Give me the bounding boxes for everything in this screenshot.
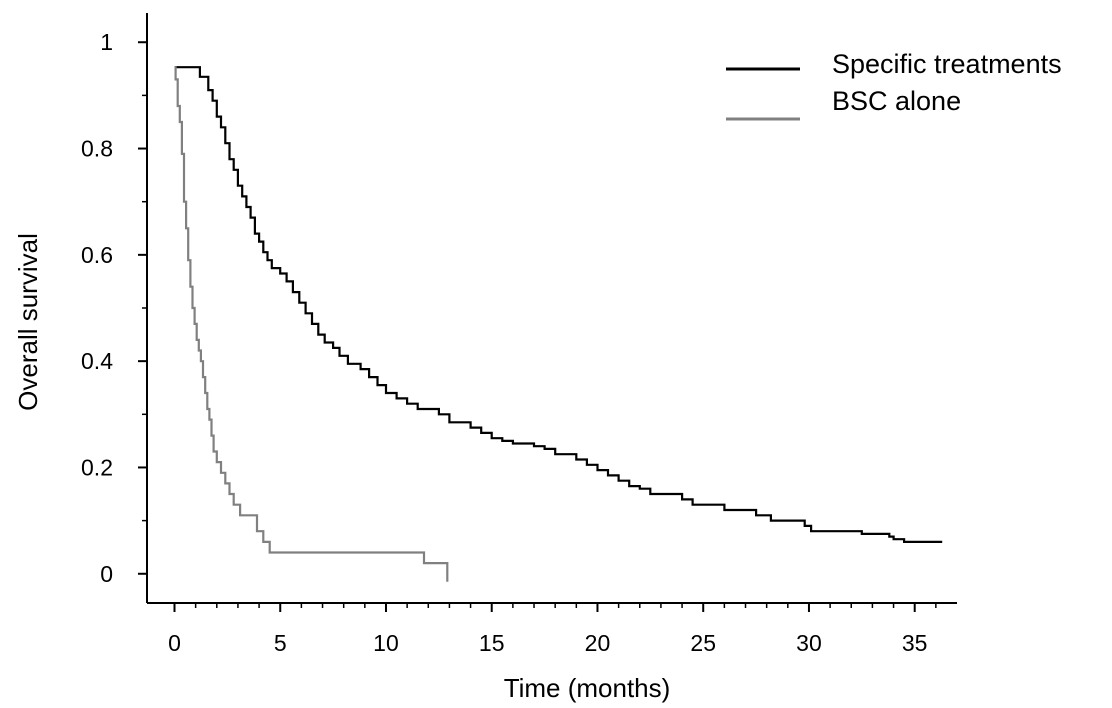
- y-tick-label-0: 0: [100, 561, 113, 587]
- x-tick-label-0: 0: [168, 630, 181, 656]
- legend: Specific treatments BSC alone: [726, 49, 1062, 121]
- y-tick-label-0.6: 0.6: [81, 242, 113, 268]
- legend-label-specific-treatments: Specific treatments: [832, 49, 1062, 79]
- legend-label-bsc-alone: BSC alone: [832, 86, 961, 116]
- x-ticks: 0 5 10 15 20 25 30 35: [168, 603, 937, 656]
- x-tick-label-20: 20: [585, 630, 611, 656]
- specific-treatments-line: [174, 66, 943, 543]
- y-tick-label-1: 1: [100, 29, 113, 55]
- x-tick-label-25: 25: [690, 630, 716, 656]
- x-tick-label-35: 35: [902, 630, 928, 656]
- y-ticks: 0 0.2 0.4 0.6 0.8 1: [81, 29, 147, 587]
- x-tick-label-15: 15: [479, 630, 505, 656]
- y-tick-label-0.4: 0.4: [81, 348, 113, 374]
- x-tick-label-30: 30: [796, 630, 822, 656]
- x-axis-title: Time (months): [504, 673, 671, 703]
- bsc-alone-line: [174, 66, 449, 582]
- y-tick-label-0.8: 0.8: [81, 136, 113, 162]
- series-group: [174, 66, 943, 582]
- x-tick-label-10: 10: [373, 630, 399, 656]
- x-tick-label-5: 5: [274, 630, 287, 656]
- y-axis-title: Overall survival: [13, 233, 43, 411]
- y-tick-label-0.2: 0.2: [81, 454, 113, 480]
